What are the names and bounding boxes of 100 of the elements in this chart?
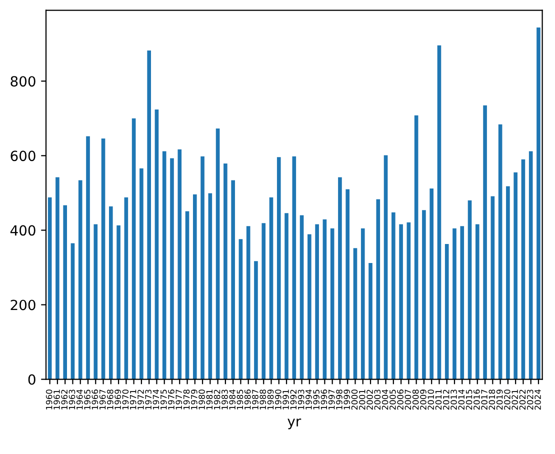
x-tick-label: 1992 [290,390,297,410]
bar [269,197,274,380]
bar [124,197,128,380]
bar [338,177,342,380]
bar [315,224,319,380]
bar [178,149,182,380]
bar [154,109,159,380]
bar [430,188,434,380]
bar [422,210,426,380]
bar [216,128,220,380]
x-tick-label: 2017 [481,390,488,410]
bar [468,200,472,380]
x-tick-label: 1986 [244,390,251,410]
x-tick-label: 1967 [99,390,106,410]
x-tick-label: 1989 [267,390,274,410]
x-tick-label: 2010 [428,390,434,410]
bar [475,224,480,380]
bar [48,197,52,380]
x-tick-label: 2020 [504,390,510,410]
x-tick-label: 2014 [458,389,465,410]
bar [170,158,174,380]
x-tick-label: 1970 [122,390,129,410]
bar [200,156,204,380]
y-tick-label: 0 [28,374,36,385]
x-tick-label: 1996 [320,390,328,410]
bar [300,215,304,380]
bar [406,222,411,380]
x-tick-label: 2005 [390,390,396,410]
x-tick-label: 1995 [313,390,320,410]
bar [116,225,120,380]
y-tick-label: 800 [10,76,36,87]
bar [262,223,266,380]
x-tick-label: 2019 [496,390,503,410]
bar [56,177,60,380]
bar [452,228,456,380]
bar [376,199,380,380]
bar [231,180,235,380]
bar [276,157,281,380]
x-tick-label: 1966 [92,390,98,410]
bar [86,136,90,380]
bar [483,105,487,380]
bar [414,115,418,380]
x-tick-label: 1971 [130,390,136,410]
x-tick-label: 1997 [328,390,335,410]
x-tick-label: 1977 [176,390,182,410]
x-tick-label: 2022 [519,390,526,410]
x-tick-label: 1965 [84,390,90,410]
x-tick-label: 1960 [46,390,52,410]
x-tick-label: 1987 [252,390,258,410]
x-tick-label: 1984 [229,389,236,410]
x-tick-label: 2004 [382,389,388,410]
y-tick-label: 200 [10,300,36,310]
x-tick-label: 1973 [145,390,152,410]
bar [292,156,296,380]
x-tick-label: 2009 [420,390,426,410]
bar [353,248,358,380]
x-tick-label: 1991 [282,390,289,410]
x-tick-label: 1975 [160,390,167,410]
x-tick-label: 2007 [404,390,412,410]
x-tick-label: 2008 [412,390,419,410]
x-tick-label: 2018 [488,390,496,410]
x-tick-label: 1985 [236,390,244,410]
x-tick-label: 2021 [512,390,518,410]
x-tick-label: 2012 [442,390,450,410]
y-tick-label: 400 [10,225,36,236]
x-tick-label: 2023 [526,390,534,410]
bar [284,213,288,380]
x-tick-label: 1990 [274,390,282,410]
bar [330,228,334,380]
x-tick-label: 1969 [114,390,121,410]
x-tick-label: 1982 [214,390,220,410]
x-tick-label: 1999 [344,390,350,410]
bar [208,193,212,380]
x-tick-label: 1978 [183,390,190,410]
bar [78,180,82,380]
y-tick-label: 600 [10,150,36,162]
bar [162,151,166,380]
x-tick-label: 2011 [435,390,442,410]
x-tick-label: 2001 [358,390,366,410]
bar [437,45,442,380]
x-tick-label: 1962 [61,390,68,410]
x-tick-label: 2024 [534,389,541,410]
bar [140,168,144,380]
x-tick-label: 1983 [222,390,228,410]
bar [360,228,365,380]
bar [460,226,464,380]
bar [514,172,518,380]
bar [132,118,136,380]
bar [185,211,190,380]
bar [147,50,151,380]
bar [192,194,197,380]
bar [346,189,350,380]
x-tick-label: 1993 [298,390,304,410]
bar [63,205,67,380]
bar [368,263,372,380]
x-tick-label: 2006 [397,390,404,410]
bar [528,151,533,380]
bar [101,138,106,380]
x-tick-label: 1976 [168,390,174,410]
x-tick-label: 1998 [336,390,342,410]
